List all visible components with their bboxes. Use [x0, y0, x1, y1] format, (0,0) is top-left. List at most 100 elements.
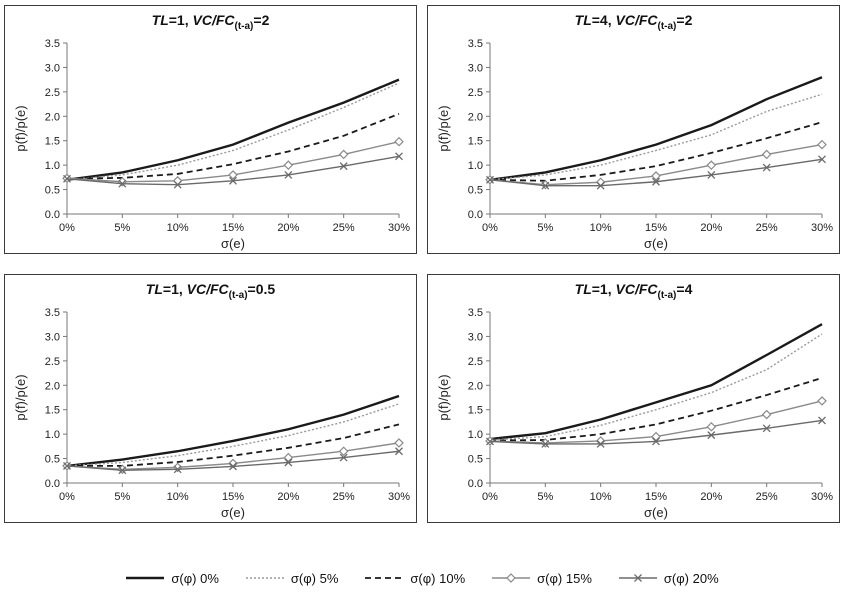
data-point-x — [339, 453, 348, 462]
legend-swatch — [492, 573, 531, 583]
data-point-diamond — [394, 136, 404, 147]
series-line — [66, 78, 400, 181]
y-tick-label: 1.0 — [468, 429, 483, 441]
x-tick-label: 0% — [482, 222, 498, 234]
x-stroke — [229, 176, 237, 185]
legend-swatch — [618, 574, 657, 582]
data-point-diamond — [706, 160, 717, 170]
legend-swatch — [365, 577, 404, 579]
line-chart: 0.0 0.5 1.0 1.5 2.0 2.5 3.0 3.5 0% 5% 10% 15% 20% 25%… — [436, 38, 833, 251]
x-stroke — [339, 162, 348, 171]
y-tick-label: 2.0 — [45, 380, 60, 392]
data-point-x — [395, 152, 403, 161]
x-tick-label: 0% — [59, 491, 75, 503]
x-axis-label: σ(e) — [221, 236, 245, 251]
y-tick-label: 3.0 — [468, 331, 483, 343]
x-stroke — [652, 437, 660, 446]
x-tick-label: 20% — [277, 222, 299, 234]
y-axis-label: p(f)/p(e) — [436, 374, 451, 420]
series-line — [66, 394, 400, 468]
y-tick-label: 1.0 — [45, 429, 60, 441]
y-tick-label: 3.5 — [468, 307, 483, 319]
line-chart: 0.0 0.5 1.0 1.5 2.0 2.5 3.0 3.5 0% 5% 10% 15% 20% 25%… — [436, 307, 833, 520]
y-tick-label: 1.0 — [468, 160, 483, 172]
legend-item: σ(φ) 0% — [125, 571, 219, 586]
chart-title: TL=1, VC/FC(t-a)=2 — [151, 12, 270, 32]
data-point-x — [707, 431, 716, 440]
y-tick-label: 2.0 — [468, 111, 483, 123]
x-stroke — [395, 152, 403, 161]
x-tick-label: 25% — [333, 491, 355, 503]
legend-label: σ(φ) 0% — [171, 570, 219, 586]
data-point-x — [339, 162, 348, 171]
y-tick-label: 2.5 — [45, 87, 60, 99]
chart-title: TL=1, VC/FC(t-a)=0.5 — [145, 281, 276, 301]
y-tick-label: 3.0 — [45, 331, 60, 343]
x-tick-label: 30% — [388, 491, 410, 503]
data-point-x — [118, 179, 127, 188]
x-tick-label: 10% — [590, 222, 612, 234]
data-point-diamond — [394, 438, 404, 448]
y-tick-label: 3.5 — [45, 307, 60, 319]
x-stroke — [818, 416, 826, 425]
x-stroke — [596, 439, 605, 448]
line-chart: 0.0 0.5 1.0 1.5 2.0 2.5 3.0 3.5 0% 5% 10% 15% 20% 25%… — [13, 38, 410, 251]
x-stroke — [173, 180, 182, 189]
x-stroke — [118, 179, 127, 188]
data-point-diamond — [172, 175, 183, 186]
data-point-x — [63, 461, 71, 470]
x-axis-label: σ(e) — [644, 505, 668, 520]
data-point-diamond — [228, 170, 238, 180]
data-point-diamond — [506, 573, 516, 583]
x-tick-label: 15% — [645, 222, 667, 234]
x-axis-label: σ(e) — [221, 505, 245, 520]
y-axis-label: p(f)/p(e) — [436, 105, 451, 151]
data-point-x — [284, 170, 293, 179]
data-point-x — [818, 416, 826, 425]
y-tick-label: 2.0 — [45, 111, 60, 123]
x-stroke — [541, 181, 550, 190]
x-tick-label: 5% — [537, 222, 553, 234]
series-line — [66, 82, 400, 181]
chart-legend: σ(φ) 0% σ(φ) 5% σ(φ) 10% σ(φ) 15% σ(φ) 2… — [0, 566, 844, 590]
chart-title: TL=1, VC/FC(t-a)=4 — [574, 281, 693, 301]
data-point-x — [63, 174, 71, 183]
y-tick-label: 0.5 — [45, 185, 60, 197]
x-tick-label: 15% — [222, 222, 244, 234]
series-line — [489, 93, 823, 181]
data-point-diamond — [338, 446, 349, 457]
series-line — [66, 113, 400, 180]
x-stroke — [284, 170, 293, 179]
legend-item: σ(φ) 20% — [618, 571, 719, 586]
x-tick-label: 20% — [700, 491, 722, 503]
data-point-x — [173, 465, 182, 474]
data-point-x — [229, 462, 237, 471]
data-point-x — [173, 180, 182, 189]
y-tick-label: 1.5 — [45, 405, 60, 417]
chart-title: TL=4, VC/FC(t-a)=2 — [574, 12, 693, 32]
x-tick-label: 0% — [59, 222, 75, 234]
line-chart: 0.0 0.5 1.0 1.5 2.0 2.5 3.0 3.5 0% 5% 10% 15% 20% 25%… — [13, 307, 410, 520]
y-tick-label: 2.5 — [468, 356, 483, 368]
data-point-x — [652, 437, 660, 446]
x-tick-label: 25% — [756, 222, 778, 234]
y-tick-label: 3.0 — [468, 62, 483, 74]
x-tick-label: 5% — [114, 222, 130, 234]
series-line — [489, 323, 823, 441]
y-tick-label: 2.0 — [468, 380, 483, 392]
legend-swatch — [126, 576, 165, 580]
series-line — [489, 333, 823, 441]
y-tick-label: 1.5 — [468, 405, 483, 417]
data-point-x — [652, 177, 660, 186]
data-point-x — [486, 175, 494, 184]
legend-swatch — [245, 577, 284, 579]
data-point-x — [541, 439, 550, 448]
data-point-diamond — [817, 396, 827, 406]
x-stroke — [173, 465, 182, 474]
data-point-x — [596, 181, 605, 190]
data-point-diamond — [706, 421, 717, 432]
data-point-diamond — [283, 160, 294, 170]
x-stroke — [596, 181, 605, 190]
data-point-x — [633, 574, 642, 582]
data-point-diamond — [338, 149, 349, 160]
